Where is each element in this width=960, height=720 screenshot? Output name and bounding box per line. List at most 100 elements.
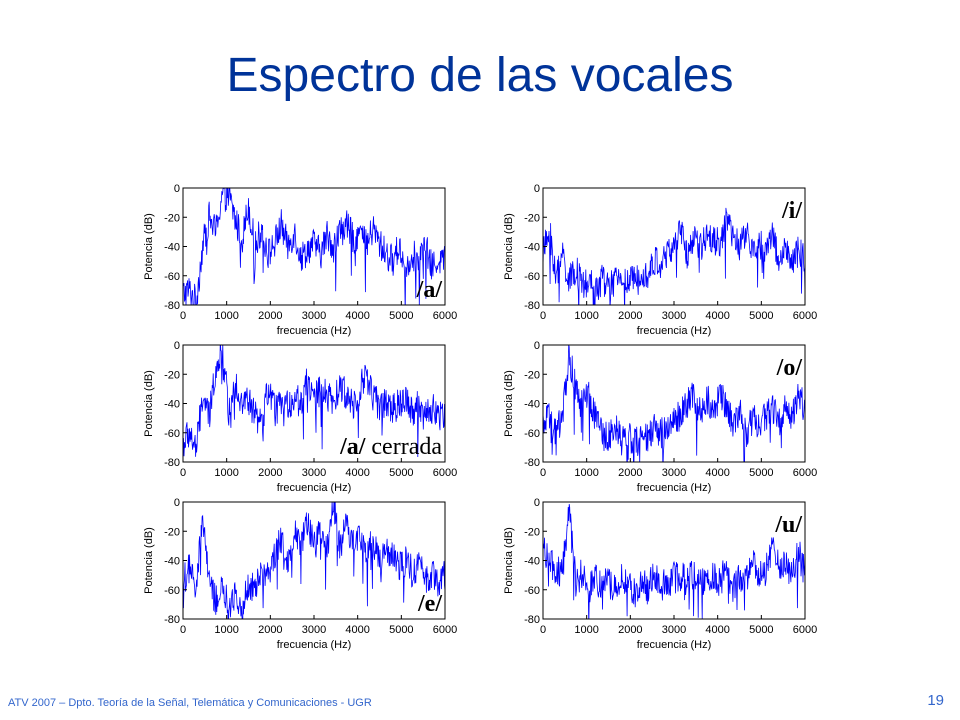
y-tick-label: -40 xyxy=(164,556,180,568)
x-axis-label: frecuencia (Hz) xyxy=(277,325,352,337)
x-tick-label: 4000 xyxy=(345,467,369,479)
y-tick-label: -80 xyxy=(164,300,180,312)
x-tick-label: 1000 xyxy=(214,624,238,636)
x-tick-label: 4000 xyxy=(345,310,369,322)
spectrum-chart-6: 0 1000 2000 3000 4000 5000 6000 0 -20 -40 -60 -80 fr… xyxy=(490,494,820,664)
vowel-label: /e/ xyxy=(417,591,442,617)
y-tick-label: -40 xyxy=(524,399,540,411)
x-tick-label: 6000 xyxy=(433,310,457,322)
y-tick-label: -80 xyxy=(164,457,180,469)
y-axis-label: Potencia (dB) xyxy=(143,527,155,594)
spectrum-line xyxy=(543,504,805,619)
spectrum-line xyxy=(183,345,445,458)
y-axis-label: Potencia (dB) xyxy=(143,370,155,437)
y-tick-label: 0 xyxy=(534,340,540,352)
spectrum-line xyxy=(183,502,445,619)
x-tick-label: 3000 xyxy=(662,624,686,636)
x-tick-label: 4000 xyxy=(705,310,729,322)
x-tick-label: 5000 xyxy=(749,310,773,322)
x-tick-label: 4000 xyxy=(705,467,729,479)
y-tick-label: 0 xyxy=(174,497,180,509)
x-axis-label: frecuencia (Hz) xyxy=(637,325,712,337)
x-tick-label: 3000 xyxy=(302,467,326,479)
y-tick-label: -40 xyxy=(164,399,180,411)
x-tick-label: 6000 xyxy=(433,624,457,636)
y-tick-label: -60 xyxy=(164,585,180,597)
spectrum-svg: 0 1000 2000 3000 4000 5000 6000 0 -20 -40 -60 -80 fr… xyxy=(503,183,817,337)
y-tick-label: -80 xyxy=(164,614,180,626)
y-axis-label: Potencia (dB) xyxy=(503,213,515,280)
x-axis-label: frecuencia (Hz) xyxy=(637,639,712,651)
x-tick-label: 5000 xyxy=(749,467,773,479)
y-tick-label: -20 xyxy=(164,212,180,224)
y-tick-label: -20 xyxy=(524,369,540,381)
x-axis-label: frecuencia (Hz) xyxy=(637,482,712,494)
x-tick-label: 2000 xyxy=(618,624,642,636)
y-tick-label: -20 xyxy=(164,369,180,381)
x-tick-label: 5000 xyxy=(389,310,413,322)
y-tick-label: -80 xyxy=(524,300,540,312)
y-tick-label: -60 xyxy=(164,271,180,283)
vowel-label: /i/ xyxy=(781,198,802,224)
x-tick-label: 3000 xyxy=(302,624,326,636)
spectrum-line xyxy=(183,188,445,305)
x-tick-label: 1000 xyxy=(574,467,598,479)
y-tick-label: -40 xyxy=(524,242,540,254)
y-tick-label: -20 xyxy=(524,212,540,224)
y-tick-label: -80 xyxy=(524,457,540,469)
x-tick-label: 2000 xyxy=(618,467,642,479)
vowel-label: /a/ xyxy=(416,277,443,303)
x-tick-label: 1000 xyxy=(214,467,238,479)
y-tick-label: 0 xyxy=(174,340,180,352)
vowel-label: /o/ xyxy=(776,355,803,381)
spectrum-line xyxy=(543,207,805,305)
vowel-label: /a/ cerrada xyxy=(339,434,442,460)
x-tick-label: 4000 xyxy=(705,624,729,636)
y-tick-label: -40 xyxy=(524,556,540,568)
x-tick-label: 1000 xyxy=(214,310,238,322)
x-axis-label: frecuencia (Hz) xyxy=(277,482,352,494)
x-tick-label: 3000 xyxy=(662,310,686,322)
x-tick-label: 1000 xyxy=(574,624,598,636)
x-tick-label: 5000 xyxy=(389,467,413,479)
x-tick-label: 5000 xyxy=(389,624,413,636)
slide-title: Espectro de las vocales xyxy=(226,49,734,102)
spectrum-svg: 0 1000 2000 3000 4000 5000 6000 0 -20 -40 -60 -80 fr… xyxy=(503,340,817,494)
plot-frame xyxy=(542,501,806,620)
spectrum-svg: 0 1000 2000 3000 4000 5000 6000 0 -20 -40 -60 -80 fr… xyxy=(143,340,457,494)
y-tick-label: -60 xyxy=(524,428,540,440)
x-tick-label: 2000 xyxy=(258,624,282,636)
x-tick-label: 6000 xyxy=(793,624,817,636)
y-axis-label: Potencia (dB) xyxy=(143,213,155,280)
x-axis-label: frecuencia (Hz) xyxy=(277,639,352,651)
spectrum-svg: 0 1000 2000 3000 4000 5000 6000 0 -20 -40 -60 -80 fr… xyxy=(503,497,817,651)
y-tick-label: 0 xyxy=(534,497,540,509)
x-tick-label: 0 xyxy=(540,624,546,636)
x-tick-label: 2000 xyxy=(258,467,282,479)
slide-footer: ATV 2007 – Dpto. Teoría de la Señal, Tel… xyxy=(8,697,372,709)
spectrum-svg: 0 1000 2000 3000 4000 5000 6000 0 -20 -40 -60 -80 fr… xyxy=(143,183,457,337)
y-tick-label: -20 xyxy=(164,526,180,538)
spectrum-line xyxy=(543,345,805,462)
x-tick-label: 5000 xyxy=(749,624,773,636)
x-tick-label: 6000 xyxy=(793,467,817,479)
spectrum-chart-5: 0 1000 2000 3000 4000 5000 6000 0 -20 -40 -60 -80 fr… xyxy=(130,494,460,664)
x-tick-label: 1000 xyxy=(574,310,598,322)
x-tick-label: 6000 xyxy=(433,467,457,479)
y-tick-label: -40 xyxy=(164,242,180,254)
x-tick-label: 3000 xyxy=(662,467,686,479)
x-tick-label: 0 xyxy=(180,624,186,636)
x-tick-label: 0 xyxy=(180,467,186,479)
x-tick-label: 0 xyxy=(540,467,546,479)
spectrum-svg: 0 1000 2000 3000 4000 5000 6000 0 -20 -40 -60 -80 fr… xyxy=(143,497,457,651)
spectrum-chart-3: 0 1000 2000 3000 4000 5000 6000 0 -20 -40 -60 -80 fr… xyxy=(130,337,460,507)
y-axis-label: Potencia (dB) xyxy=(503,527,515,594)
x-tick-label: 3000 xyxy=(302,310,326,322)
y-tick-label: -80 xyxy=(524,614,540,626)
y-tick-label: 0 xyxy=(174,183,180,195)
x-tick-label: 0 xyxy=(540,310,546,322)
y-axis-label: Potencia (dB) xyxy=(503,370,515,437)
x-tick-label: 2000 xyxy=(258,310,282,322)
y-tick-label: -60 xyxy=(524,585,540,597)
spectrum-chart-2: 0 1000 2000 3000 4000 5000 6000 0 -20 -40 -60 -80 fr… xyxy=(490,180,820,350)
